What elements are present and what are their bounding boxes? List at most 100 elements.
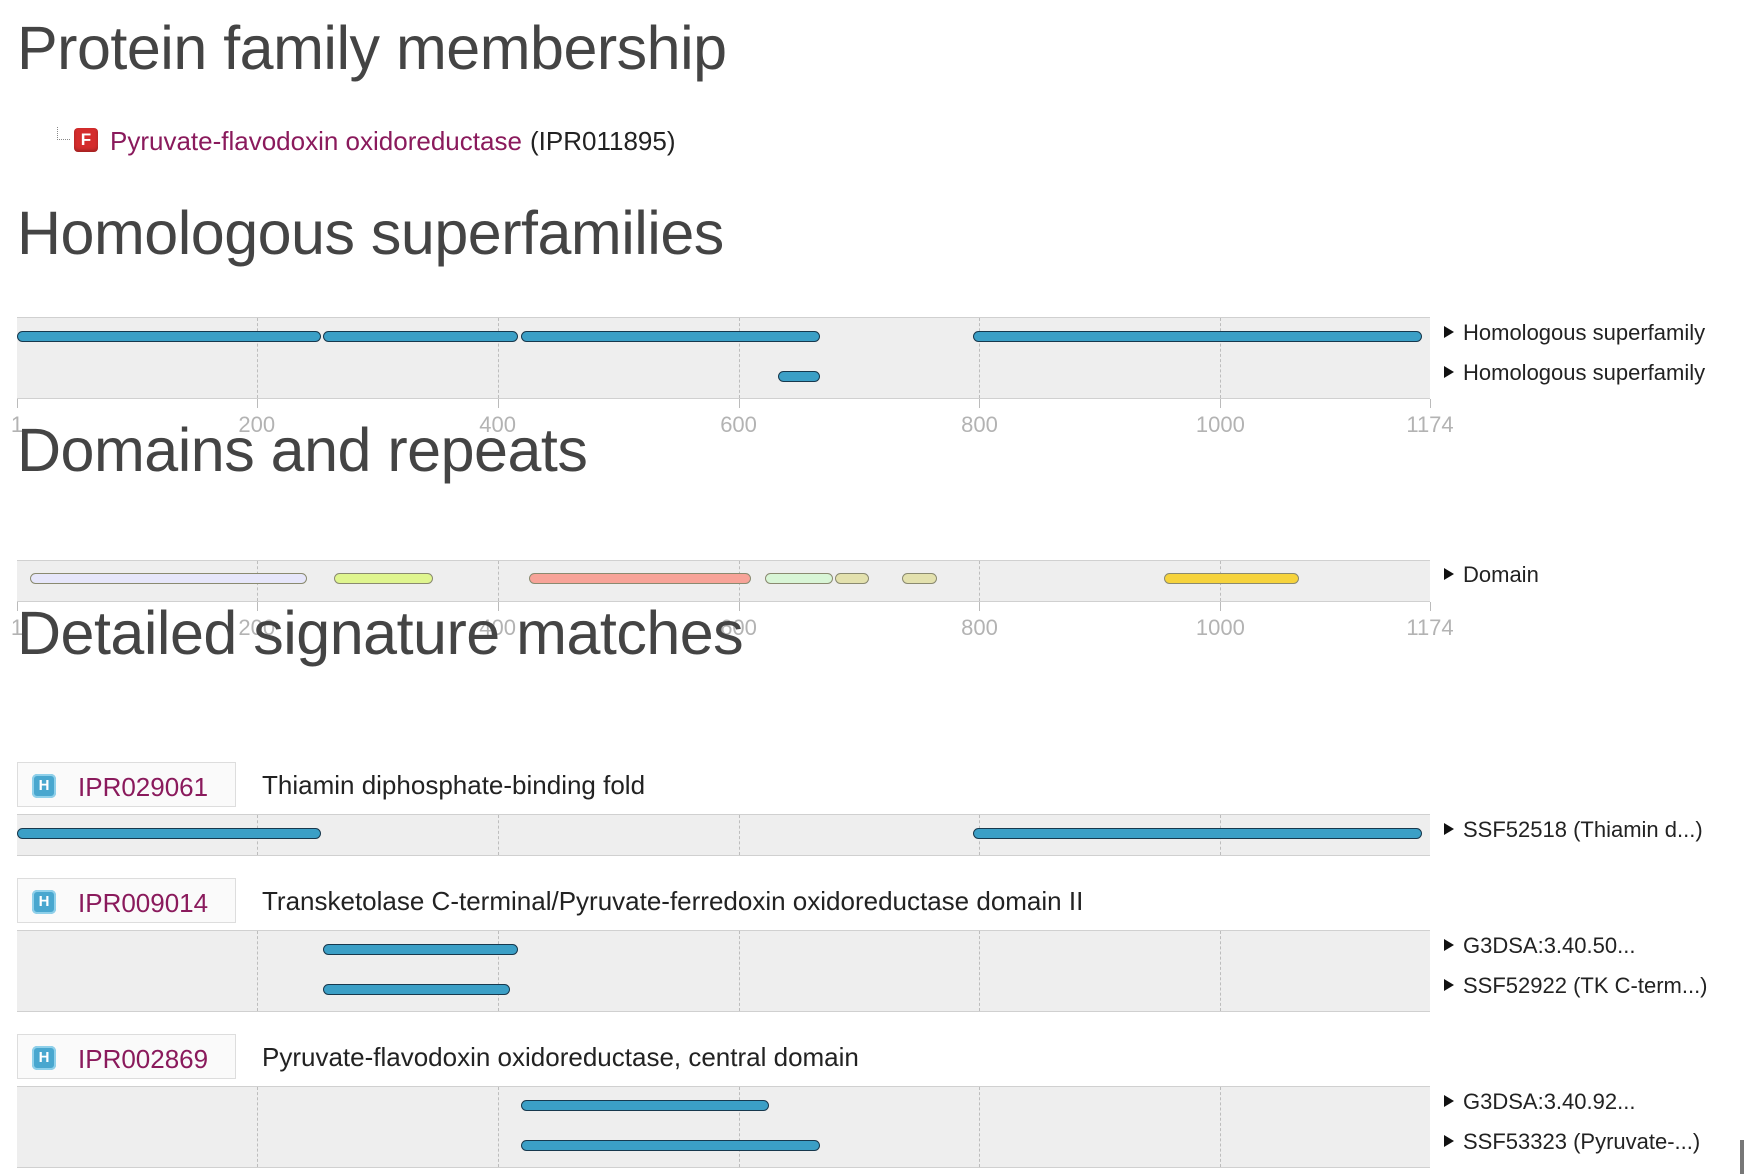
entry-header[interactable]: H IPR002869 xyxy=(17,1034,236,1079)
axis-tick-label: 800 xyxy=(961,412,998,437)
gridline xyxy=(738,815,740,855)
match-bar[interactable] xyxy=(778,371,821,382)
axis-tick-label: 1 xyxy=(10,615,24,640)
match-bar[interactable] xyxy=(528,573,751,584)
match-bar[interactable] xyxy=(17,828,321,839)
match-bar[interactable] xyxy=(333,573,433,584)
axis-tick-label: 1174 xyxy=(1406,615,1454,640)
gridline xyxy=(256,318,258,398)
section-title-family: Protein family membership xyxy=(17,14,727,82)
axis-tick xyxy=(497,602,499,611)
match-bar[interactable] xyxy=(322,331,519,342)
axis-tick xyxy=(738,602,740,611)
gridline xyxy=(979,1087,981,1167)
gridline xyxy=(1220,1087,1222,1167)
axis-tick xyxy=(1220,399,1222,408)
gridline xyxy=(256,1087,258,1167)
axis-tick-label: 800 xyxy=(961,615,998,640)
row-label-text: SSF52922 (TK C-term...) xyxy=(1463,973,1708,998)
gridline xyxy=(979,318,981,398)
row-label[interactable]: SSF53323 (Pyruvate-...) xyxy=(1444,1129,1700,1155)
row-label[interactable]: G3DSA:3.40.92... xyxy=(1444,1089,1635,1115)
gridline xyxy=(979,931,981,1011)
row-label-text: SSF53323 (Pyruvate-...) xyxy=(1463,1129,1701,1154)
expand-triangle-icon[interactable] xyxy=(1444,1095,1454,1108)
row-label[interactable]: G3DSA:3.40.50... xyxy=(1444,933,1635,959)
row-label[interactable]: SSF52922 (TK C-term...) xyxy=(1444,973,1708,999)
match-bar[interactable] xyxy=(902,573,938,584)
track-background xyxy=(17,1086,1430,1168)
row-label[interactable]: Domain xyxy=(1444,562,1539,588)
axis-tick xyxy=(1430,399,1431,408)
match-bar[interactable] xyxy=(322,944,519,955)
resize-handle[interactable] xyxy=(1740,1140,1744,1174)
gridline xyxy=(497,815,499,855)
entry-name: Pyruvate-flavodoxin oxidoreductase, cent… xyxy=(262,1042,859,1072)
axis-tick xyxy=(1220,602,1222,611)
homologous-superfamily-icon: H xyxy=(32,1046,56,1070)
expand-triangle-icon[interactable] xyxy=(1444,939,1454,952)
expand-triangle-icon[interactable] xyxy=(1444,1135,1454,1148)
match-bar[interactable] xyxy=(973,331,1422,342)
match-bar[interactable] xyxy=(520,1140,821,1151)
track-background xyxy=(17,317,1430,399)
row-label[interactable]: Homologous superfamily xyxy=(1444,360,1705,386)
family-icon: F xyxy=(74,128,98,152)
match-bar[interactable] xyxy=(973,828,1422,839)
axis-tick xyxy=(17,602,18,611)
match-bar[interactable] xyxy=(834,573,869,584)
axis-tick-label: 200 xyxy=(238,412,276,437)
entry-accession-link[interactable]: IPR009014 xyxy=(78,888,209,918)
gridline xyxy=(738,931,740,1011)
section-title-homologous: Homologous superfamilies xyxy=(17,199,724,267)
expand-triangle-icon[interactable] xyxy=(1444,823,1454,836)
gridline xyxy=(1220,318,1222,398)
expand-triangle-icon[interactable] xyxy=(1444,366,1454,379)
gridline xyxy=(497,561,499,601)
match-bar[interactable] xyxy=(520,331,821,342)
axis-tick-label: 200 xyxy=(238,615,276,640)
axis-tick xyxy=(17,399,18,408)
row-label[interactable]: Homologous superfamily xyxy=(1444,320,1705,346)
axis-tick xyxy=(979,399,981,408)
tree-connector xyxy=(57,127,70,140)
family-link[interactable]: Pyruvate-flavodoxin oxidoreductase xyxy=(110,126,522,156)
axis-tick-label: 400 xyxy=(479,412,516,437)
section-title-detailed: Detailed signature matches xyxy=(17,599,744,667)
axis-tick-label: 1000 xyxy=(1195,412,1245,437)
section-title-domains: Domains and repeats xyxy=(17,416,588,484)
match-bar[interactable] xyxy=(322,984,510,995)
entry-accession-link[interactable]: IPR029061 xyxy=(78,772,209,802)
gridline xyxy=(497,931,499,1011)
gridline xyxy=(738,318,740,398)
gridline xyxy=(979,561,981,601)
match-bar[interactable] xyxy=(30,573,308,584)
match-bar[interactable] xyxy=(1163,573,1299,584)
gridline xyxy=(256,931,258,1011)
axis-tick-label: 1 xyxy=(10,412,24,437)
match-bar[interactable] xyxy=(520,1100,769,1111)
row-label-text: G3DSA:3.40.50... xyxy=(1463,933,1636,958)
gridline xyxy=(1220,931,1222,1011)
row-label-text: Domain xyxy=(1463,562,1539,587)
track-background xyxy=(17,930,1430,1012)
entry-header[interactable]: H IPR009014 xyxy=(17,878,236,923)
axis-tick xyxy=(256,399,258,408)
match-bar[interactable] xyxy=(765,573,833,584)
expand-triangle-icon[interactable] xyxy=(1444,979,1454,992)
expand-triangle-icon[interactable] xyxy=(1444,568,1454,581)
axis-tick-label: 1000 xyxy=(1195,615,1245,640)
entry-header[interactable]: H IPR029061 xyxy=(17,762,236,807)
axis-tick xyxy=(497,399,499,408)
axis-tick-label: 400 xyxy=(479,615,516,640)
row-label-text: G3DSA:3.40.92... xyxy=(1463,1089,1636,1114)
axis-tick xyxy=(256,602,258,611)
row-label[interactable]: SSF52518 (Thiamin d...) xyxy=(1444,817,1703,843)
row-label-text: Homologous superfamily xyxy=(1463,320,1706,345)
axis-tick-label: 1174 xyxy=(1406,412,1454,437)
entry-name: Transketolase C-terminal/Pyruvate-ferred… xyxy=(262,886,1084,916)
entry-name: Thiamin diphosphate-binding fold xyxy=(262,770,646,800)
entry-accession-link[interactable]: IPR002869 xyxy=(78,1044,209,1074)
expand-triangle-icon[interactable] xyxy=(1444,326,1454,339)
match-bar[interactable] xyxy=(17,331,321,342)
